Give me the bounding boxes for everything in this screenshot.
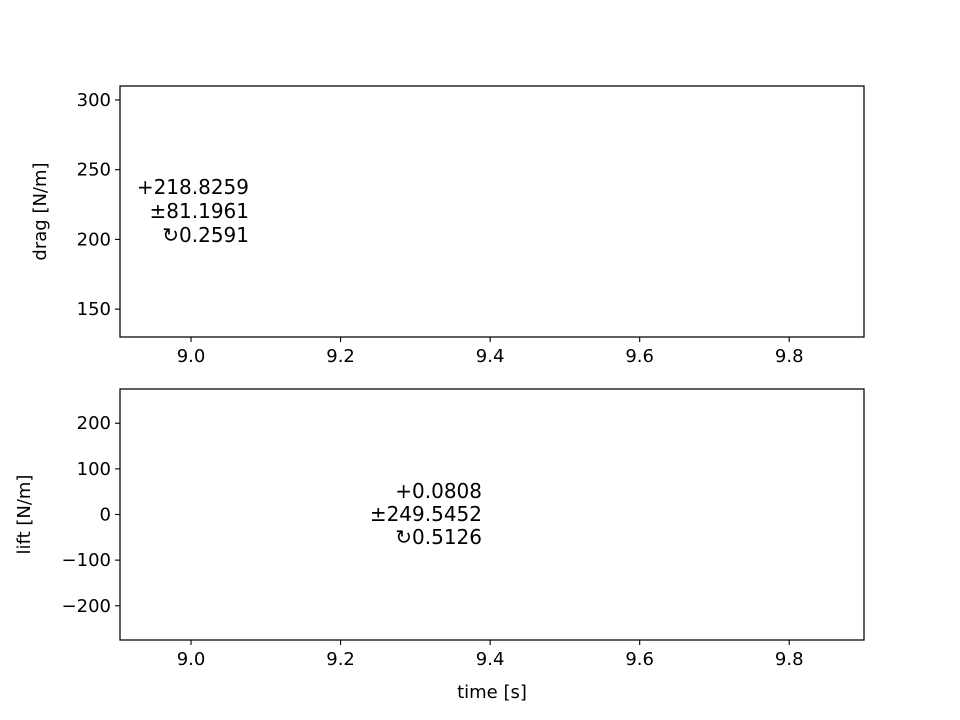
drag-annotation-mean: +218.8259 bbox=[137, 175, 249, 199]
lift-subplot: 9.0 9.2 9.4 9.6 9.8 −200 −100 0 100 200 lift [N/m… bbox=[14, 388, 865, 703]
drag-x-tick-label: 9.8 bbox=[775, 346, 804, 367]
lift-x-tick-label: 9.0 bbox=[177, 649, 206, 670]
drag-y-tick-label: 300 bbox=[77, 90, 111, 111]
lift-y-axis-label: lift [N/m] bbox=[14, 475, 35, 555]
drag-x-tick-label: 9.2 bbox=[326, 346, 355, 367]
drag-y-tick-label: 200 bbox=[77, 229, 111, 250]
drag-annotation-period: ↻0.2591 bbox=[162, 223, 249, 247]
lift-ticks: 9.0 9.2 9.4 9.6 9.8 −200 −100 0 100 200 bbox=[62, 413, 804, 670]
drag-y-axis-label: drag [N/m] bbox=[30, 162, 51, 260]
drag-x-tick-label: 9.0 bbox=[177, 346, 206, 367]
lift-y-tick-label: −100 bbox=[62, 550, 111, 571]
lift-y-tick-label: 100 bbox=[77, 459, 111, 480]
drag-x-tick-label: 9.6 bbox=[625, 346, 654, 367]
lift-x-axis-label: time [s] bbox=[457, 682, 527, 703]
lift-y-tick-label: 200 bbox=[77, 413, 111, 434]
lift-y-tick-label: 0 bbox=[100, 505, 111, 526]
drag-y-tick-label: 150 bbox=[77, 299, 111, 320]
drag-ticks: 9.0 9.2 9.4 9.6 9.8 150 200 250 300 bbox=[77, 90, 804, 367]
lift-x-tick-label: 9.4 bbox=[476, 649, 505, 670]
lift-x-tick-label: 9.2 bbox=[326, 649, 355, 670]
lift-annotation-period: ↻0.5126 bbox=[395, 525, 482, 549]
lift-y-tick-label: −200 bbox=[62, 596, 111, 617]
lift-x-tick-label: 9.6 bbox=[625, 649, 654, 670]
drag-subplot: 9.0 9.2 9.4 9.6 9.8 150 200 250 300 drag [N/m] +… bbox=[30, 85, 865, 367]
lift-x-tick-label: 9.8 bbox=[775, 649, 804, 670]
lift-annotation-amplitude: ±249.5452 bbox=[370, 502, 482, 526]
drag-annotation-amplitude: ±81.1961 bbox=[150, 199, 249, 223]
lift-axes-frame bbox=[119, 388, 865, 641]
drag-axes-frame bbox=[119, 85, 865, 338]
lift-annotation-mean: +0.0808 bbox=[395, 479, 482, 503]
drag-y-tick-label: 250 bbox=[77, 160, 111, 181]
drag-x-tick-label: 9.4 bbox=[476, 346, 505, 367]
